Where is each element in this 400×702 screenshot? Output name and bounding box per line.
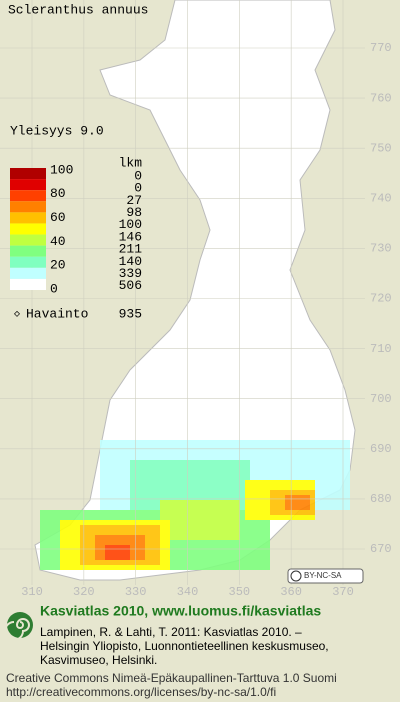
observations-count: 935 bbox=[119, 306, 142, 321]
legend-count: 140 bbox=[119, 254, 142, 269]
logo-spiral bbox=[4, 618, 30, 641]
y-coordinate-label: 770 bbox=[370, 41, 392, 55]
legend-swatch bbox=[10, 256, 46, 268]
x-coordinate-label: 320 bbox=[73, 585, 95, 599]
logo-disc bbox=[7, 612, 33, 638]
legend-swatch bbox=[10, 223, 46, 235]
legend-swatch bbox=[10, 179, 46, 191]
scale-label: 0 bbox=[50, 281, 58, 296]
frequency: Yleisyys 9.0 bbox=[10, 123, 104, 138]
y-coordinate-label: 700 bbox=[370, 392, 392, 406]
cell-area bbox=[160, 500, 240, 540]
scale-label: 80 bbox=[50, 186, 66, 201]
legend-count: 100 bbox=[119, 217, 142, 232]
logo bbox=[4, 612, 33, 641]
legend-swatch bbox=[10, 278, 46, 290]
footer-line: Kasvimuseo, Helsinki. bbox=[40, 653, 157, 667]
legend-count: 211 bbox=[119, 242, 143, 257]
count-header: lkm bbox=[119, 155, 143, 170]
y-coordinate-label: 740 bbox=[370, 191, 392, 205]
license-line: http://creativecommons.org/licenses/by-n… bbox=[6, 685, 276, 699]
legend-count: 506 bbox=[119, 278, 142, 293]
country-outline bbox=[34, 0, 356, 581]
badge-text: BY-NC-SA bbox=[304, 571, 342, 580]
x-coordinate-label: 350 bbox=[229, 585, 251, 599]
y-coordinate-label: 750 bbox=[370, 141, 392, 155]
footer-heading: Kasviatlas 2010, www.luomus.fi/kasviatla… bbox=[40, 603, 321, 619]
y-coordinate-label: 710 bbox=[370, 342, 392, 356]
y-coordinate-label: 680 bbox=[370, 492, 392, 506]
x-coordinate-label: 340 bbox=[177, 585, 199, 599]
species-title: Scleranthus annuus bbox=[8, 2, 148, 17]
scale-label: 20 bbox=[50, 258, 66, 273]
legend-count: 339 bbox=[119, 266, 142, 281]
legend-swatch bbox=[10, 190, 46, 202]
x-coordinate-label: 360 bbox=[280, 585, 302, 599]
cc-icon bbox=[290, 570, 302, 582]
y-coordinate-label: 730 bbox=[370, 242, 392, 256]
legend-swatch bbox=[10, 267, 46, 279]
cell-area bbox=[285, 495, 310, 510]
legend-count: 98 bbox=[126, 205, 142, 220]
legend-count: 27 bbox=[126, 193, 142, 208]
x-coordinate-label: 370 bbox=[332, 585, 354, 599]
scale-label: 40 bbox=[50, 234, 66, 249]
legend-swatch bbox=[10, 168, 46, 180]
legend-swatch bbox=[10, 245, 46, 257]
y-coordinate-label: 670 bbox=[370, 542, 392, 556]
scale-label: 100 bbox=[50, 162, 73, 177]
y-coordinate-label: 720 bbox=[370, 292, 392, 306]
license-badge bbox=[287, 568, 364, 584]
legend-swatch bbox=[10, 212, 46, 224]
x-coordinate-label: 310 bbox=[21, 585, 43, 599]
license-line: Creative Commons Nimeä-Epäkaupallinen-Ta… bbox=[6, 671, 337, 685]
cell-area bbox=[105, 545, 130, 560]
grid bbox=[0, 0, 365, 585]
x-coordinate-label: 330 bbox=[125, 585, 147, 599]
footer-line: Helsingin Yliopisto, Luonnontieteellinen… bbox=[40, 639, 329, 653]
y-coordinate-label: 690 bbox=[370, 442, 392, 456]
occurrence-cells bbox=[40, 440, 350, 570]
legend-count: 0 bbox=[134, 168, 142, 183]
scale-label: 60 bbox=[50, 210, 66, 225]
legend-swatch bbox=[10, 234, 46, 246]
observations-label: Havainto bbox=[26, 306, 88, 321]
legend-count: 0 bbox=[134, 181, 142, 196]
footer-line: Lampinen, R. & Lahti, T. 2011: Kasviatla… bbox=[40, 625, 302, 639]
diamond-symbol: ◇ bbox=[14, 310, 20, 321]
legend-count: 146 bbox=[119, 229, 142, 244]
legend-swatch bbox=[10, 201, 46, 213]
y-coordinate-label: 760 bbox=[370, 91, 392, 105]
